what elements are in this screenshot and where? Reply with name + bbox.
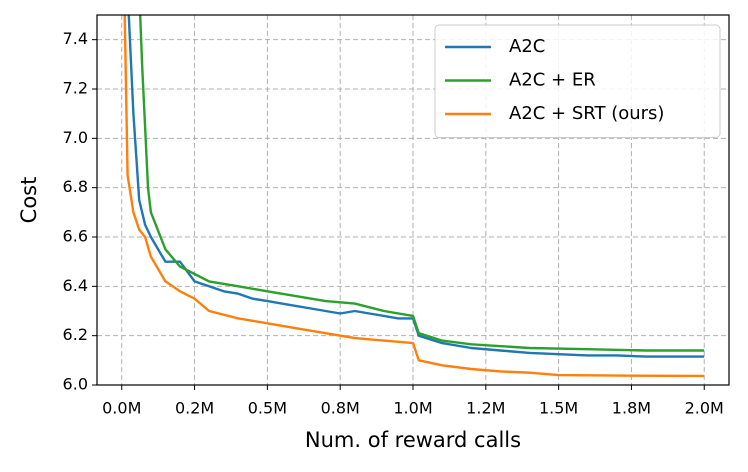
series-line (127, 15, 705, 358)
y-tick-label: 6.0 (63, 375, 88, 394)
series-line (138, 15, 705, 352)
legend-label: A2C + ER (509, 70, 596, 91)
legend-label: A2C (509, 36, 545, 57)
x-tick-label: 0.8M (321, 399, 360, 418)
x-tick-label: 0.0M (102, 399, 141, 418)
x-tick-label: 1.2M (466, 399, 505, 418)
x-tick-label: 1.5M (539, 399, 578, 418)
y-tick-label: 6.2 (63, 325, 88, 344)
x-tick-label: 1.0M (393, 399, 432, 418)
y-axis-label: Cost (17, 177, 41, 224)
x-tick-label: 1.8M (612, 399, 651, 418)
y-tick-label: 7.4 (63, 29, 88, 48)
plot-lines (123, 15, 705, 378)
y-tick-label: 7.0 (63, 128, 88, 147)
legend-box (434, 24, 721, 138)
x-tick-label: 2.0M (685, 399, 724, 418)
legend-label: A2C + SRT (ours) (509, 103, 664, 124)
x-tick-label: 0.2M (175, 399, 214, 418)
series-line (123, 15, 705, 378)
y-tick-label: 6.8 (63, 177, 88, 196)
y-tick-label: 7.2 (63, 79, 88, 98)
y-tick-label: 6.6 (63, 227, 88, 246)
y-tick-label: 6.4 (63, 276, 88, 295)
x-tick-label: 0.5M (248, 399, 287, 418)
x-axis-label: Num. of reward calls (305, 428, 521, 452)
plot-frame (96, 14, 730, 386)
